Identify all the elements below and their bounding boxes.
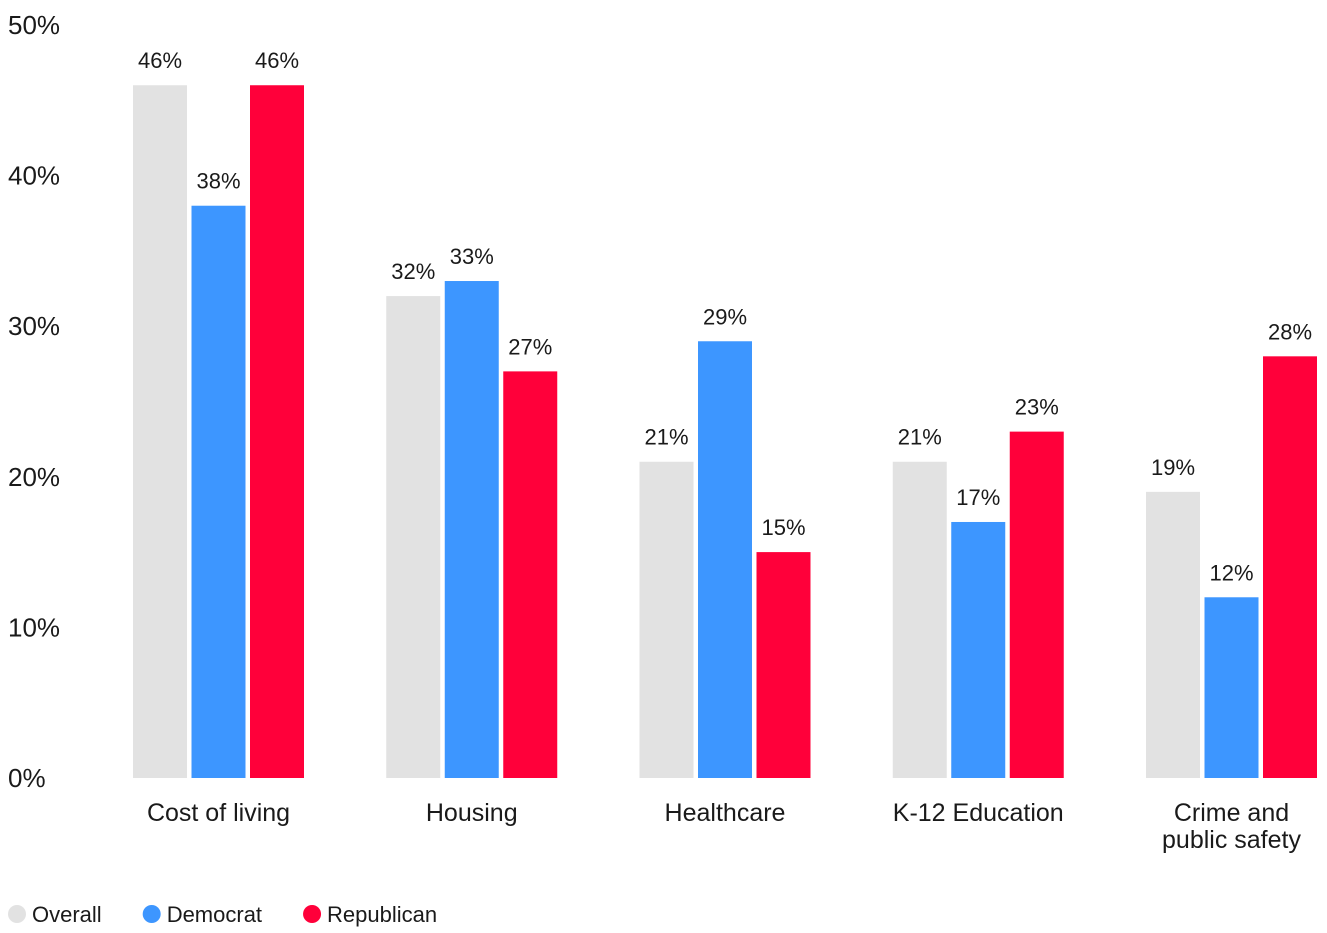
data-label: 21% xyxy=(898,425,942,450)
bar-overall xyxy=(133,85,187,779)
x-tick-label: K-12 Education xyxy=(893,799,1064,827)
data-label: 29% xyxy=(703,304,747,329)
bar-democrat xyxy=(191,205,246,779)
y-tick-label: 40% xyxy=(8,161,60,191)
y-tick-label: 10% xyxy=(8,612,60,642)
bar-republican xyxy=(503,371,558,778)
legend-label: Democrat xyxy=(167,902,262,927)
bar-democrat xyxy=(444,281,499,778)
legend-swatch xyxy=(8,905,26,923)
data-labels: 46% 38% 46% 32% 33% 27% 21% 29% 15% 21% 17% 23% 19% 1… xyxy=(138,48,1312,585)
bar-overall xyxy=(1146,491,1200,778)
bar-democrat xyxy=(1204,597,1259,778)
data-label: 21% xyxy=(644,425,688,450)
legend-item-overall: Overall xyxy=(8,902,102,927)
bar-republican xyxy=(756,552,811,778)
legend-label: Overall xyxy=(32,902,102,927)
data-label: 17% xyxy=(956,485,1000,510)
x-tick-label: Crime and public safety xyxy=(1162,799,1301,854)
bar-overall xyxy=(386,296,441,778)
data-label: 23% xyxy=(1015,395,1059,420)
bars xyxy=(133,85,1317,779)
bar-democrat xyxy=(951,521,1006,778)
y-tick-label: 30% xyxy=(8,311,60,341)
data-label: 32% xyxy=(391,259,435,284)
bar-republican xyxy=(250,85,304,779)
y-tick-label: 50% xyxy=(8,10,60,40)
data-label: 12% xyxy=(1209,560,1253,585)
y-tick-label: 0% xyxy=(8,763,46,793)
legend-swatch xyxy=(142,905,161,923)
y-tick-label: 20% xyxy=(8,462,60,492)
x-tick-label: Housing xyxy=(426,799,518,827)
data-label: 46% xyxy=(138,48,182,73)
legend-swatch xyxy=(303,905,322,923)
bar-republican xyxy=(1263,356,1317,778)
bar-overall xyxy=(639,461,694,778)
data-label: 33% xyxy=(450,244,494,269)
x-tick-label: Healthcare xyxy=(665,799,786,827)
y-axis: 0% 10% 20% 30% 40% 50% xyxy=(8,10,60,793)
data-label: 27% xyxy=(508,334,552,359)
data-label: 15% xyxy=(761,515,805,540)
bar-republican xyxy=(1009,431,1064,778)
data-label: 38% xyxy=(196,169,240,194)
bar-overall xyxy=(892,461,947,778)
data-label: 19% xyxy=(1151,455,1195,480)
legend-item-republican: Republican xyxy=(303,902,437,927)
data-label: 46% xyxy=(255,48,299,73)
legend-item-democrat: Democrat xyxy=(142,902,262,927)
legend: Overall Democrat Republican xyxy=(8,902,437,927)
x-axis: Cost of living Housing Healthcare K-12 Educ… xyxy=(147,799,1302,854)
bar-democrat xyxy=(698,341,752,778)
x-tick-label: Cost of living xyxy=(147,799,290,827)
data-label: 28% xyxy=(1268,319,1312,344)
legend-label: Republican xyxy=(327,902,437,927)
